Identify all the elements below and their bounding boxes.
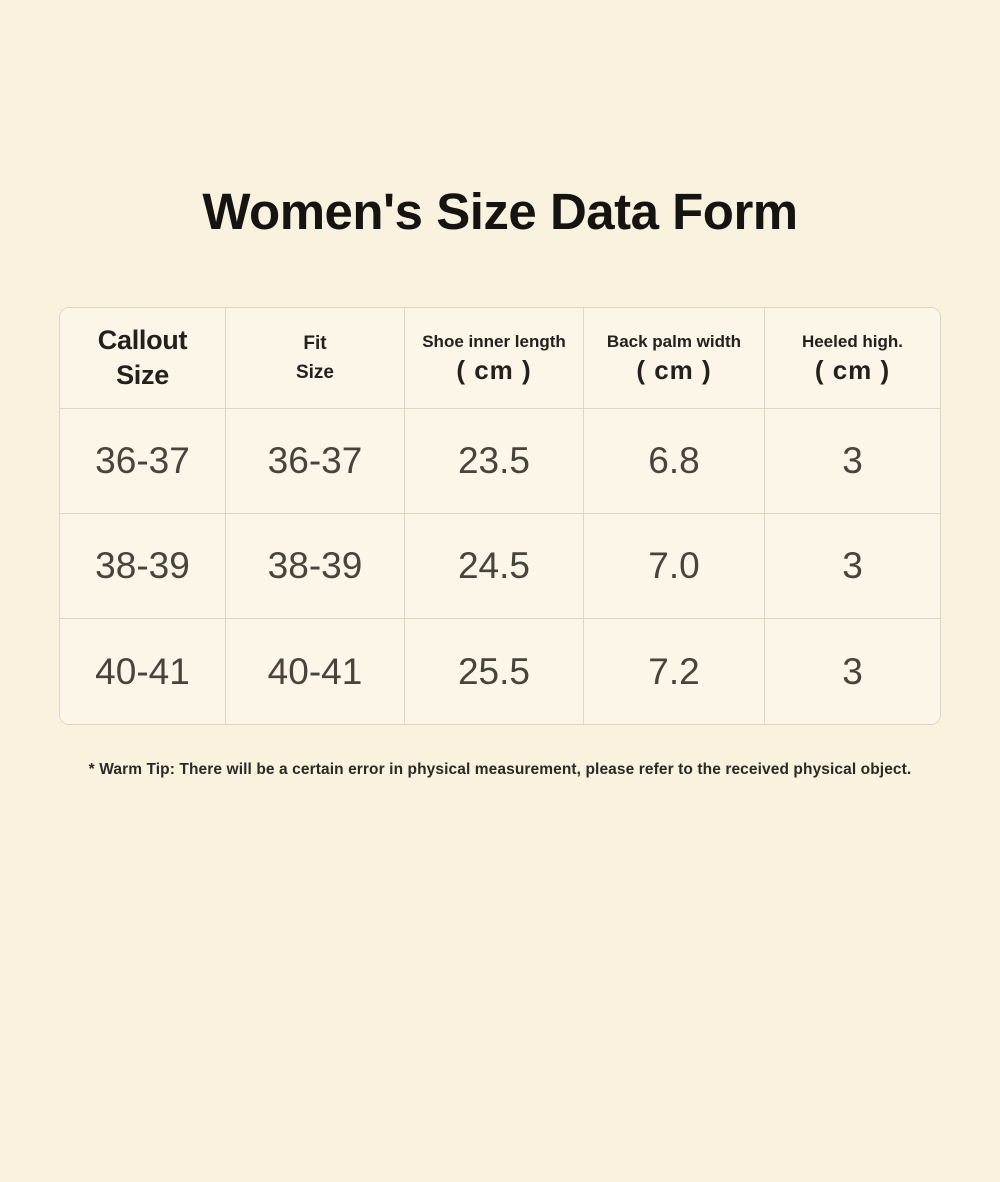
column-header-back-palm-width: Back palm width ( cm ) (584, 308, 765, 409)
header-unit: ( cm ) (814, 354, 891, 385)
column-header-heeled-high: Heeled high. ( cm ) (765, 308, 940, 409)
cell-heeled-high: 3 (765, 409, 940, 514)
header-line: Heeled high. (801, 331, 904, 351)
size-data-table: Callout Size Fit Size Shoe inner length … (59, 307, 941, 725)
cell-fit-size: 36-37 (226, 409, 405, 514)
cell-back-palm-width: 6.8 (584, 409, 765, 514)
header-line: Fit (303, 332, 327, 354)
table-row: 36-37 36-37 23.5 6.8 3 (60, 409, 940, 514)
cell-callout-size: 36-37 (60, 409, 226, 514)
cell-back-palm-width: 7.0 (584, 514, 765, 619)
cell-callout-size: 40-41 (60, 619, 226, 724)
cell-shoe-inner-length: 23.5 (405, 409, 584, 514)
page-title: Women's Size Data Form (202, 183, 798, 240)
column-header-shoe-inner-length: Shoe inner length ( cm ) (405, 308, 584, 409)
cell-heeled-high: 3 (765, 619, 940, 724)
cell-fit-size: 40-41 (226, 619, 405, 724)
cell-callout-size: 38-39 (60, 514, 226, 619)
page: { "page": { "title": "Women's Size Data … (0, 182, 1000, 1182)
table-row: 40-41 40-41 25.5 7.2 3 (60, 619, 940, 724)
header-line: Back palm width (606, 331, 742, 351)
column-header-fit-size: Fit Size (226, 308, 405, 409)
header-unit: ( cm ) (636, 354, 712, 385)
header-line: Size (116, 360, 169, 390)
table-header-row: Callout Size Fit Size Shoe inner length … (60, 308, 940, 409)
cell-back-palm-width: 7.2 (584, 619, 765, 724)
header-line: Callout (97, 325, 188, 356)
cell-shoe-inner-length: 24.5 (405, 514, 584, 619)
cell-shoe-inner-length: 25.5 (405, 619, 584, 724)
cell-fit-size: 38-39 (226, 514, 405, 619)
column-header-callout-size: Callout Size (60, 308, 226, 409)
table-row: 38-39 38-39 24.5 7.0 3 (60, 514, 940, 619)
header-line: Shoe inner length (422, 331, 566, 351)
header-line: Size (295, 362, 335, 383)
cell-heeled-high: 3 (765, 514, 940, 619)
header-unit: ( cm ) (456, 354, 532, 385)
warm-tip-footnote: * Warm Tip: There will be a certain erro… (88, 761, 912, 778)
